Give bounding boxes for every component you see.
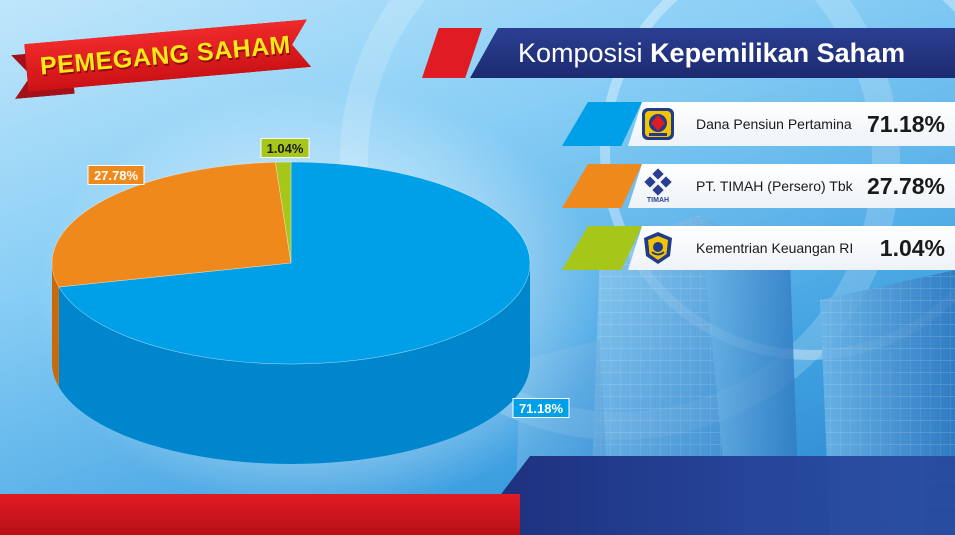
legend-color-stripe bbox=[562, 164, 642, 208]
legend-row-kemenkeu: Kementrian Keuangan RI 1.04% bbox=[562, 226, 955, 270]
data-label: 1.04% bbox=[267, 141, 304, 156]
legend-color-stripe bbox=[562, 102, 642, 146]
legend-percent: 27.78% bbox=[866, 172, 945, 199]
bottom-red-band bbox=[0, 494, 520, 535]
pie-slice bbox=[275, 161, 292, 264]
pie-slice bbox=[51, 161, 292, 288]
data-label-box bbox=[87, 165, 145, 185]
bottom-navy-band bbox=[470, 456, 955, 535]
legend-panel bbox=[628, 226, 955, 270]
legend-name: Dana Pensiun Pertamina bbox=[696, 116, 852, 132]
title-banner: Komposisi Kepemilikan Saham bbox=[470, 28, 955, 78]
data-label-box bbox=[512, 398, 570, 418]
pie-slice bbox=[58, 161, 531, 365]
legend-color-stripe bbox=[562, 226, 642, 270]
page-title: Komposisi Kepemilikan Saham bbox=[518, 38, 905, 69]
timah-logo-icon: TIMAH bbox=[644, 168, 672, 204]
legend-percent: 1.04% bbox=[879, 234, 945, 261]
pertamina-pension-logo-icon bbox=[642, 108, 674, 140]
title-regular: Komposisi bbox=[518, 37, 643, 68]
timah-logo-text: TIMAH bbox=[647, 197, 669, 204]
data-label-box bbox=[260, 138, 310, 158]
legend-name: Kementrian Keuangan RI bbox=[696, 240, 854, 256]
legend-panel bbox=[628, 102, 955, 146]
ministry-finance-logo-icon bbox=[644, 232, 672, 264]
legend-panel bbox=[628, 164, 955, 208]
legend-row-pertamina: Dana Pensiun Pertamina 71.18% bbox=[562, 102, 955, 146]
legend-row-timah: TIMAH PT. TIMAH (Persero) Tbk 27.78% bbox=[562, 164, 955, 208]
pie-slice-side bbox=[58, 263, 530, 464]
data-label: 71.18% bbox=[519, 401, 564, 416]
data-label: 27.78% bbox=[94, 168, 139, 183]
pie-slice-side bbox=[52, 263, 59, 388]
legend-name: PT. TIMAH (Persero) Tbk bbox=[696, 178, 853, 194]
legend-percent: 71.18% bbox=[866, 110, 945, 137]
title-bold: Kepemilikan Saham bbox=[650, 37, 906, 68]
